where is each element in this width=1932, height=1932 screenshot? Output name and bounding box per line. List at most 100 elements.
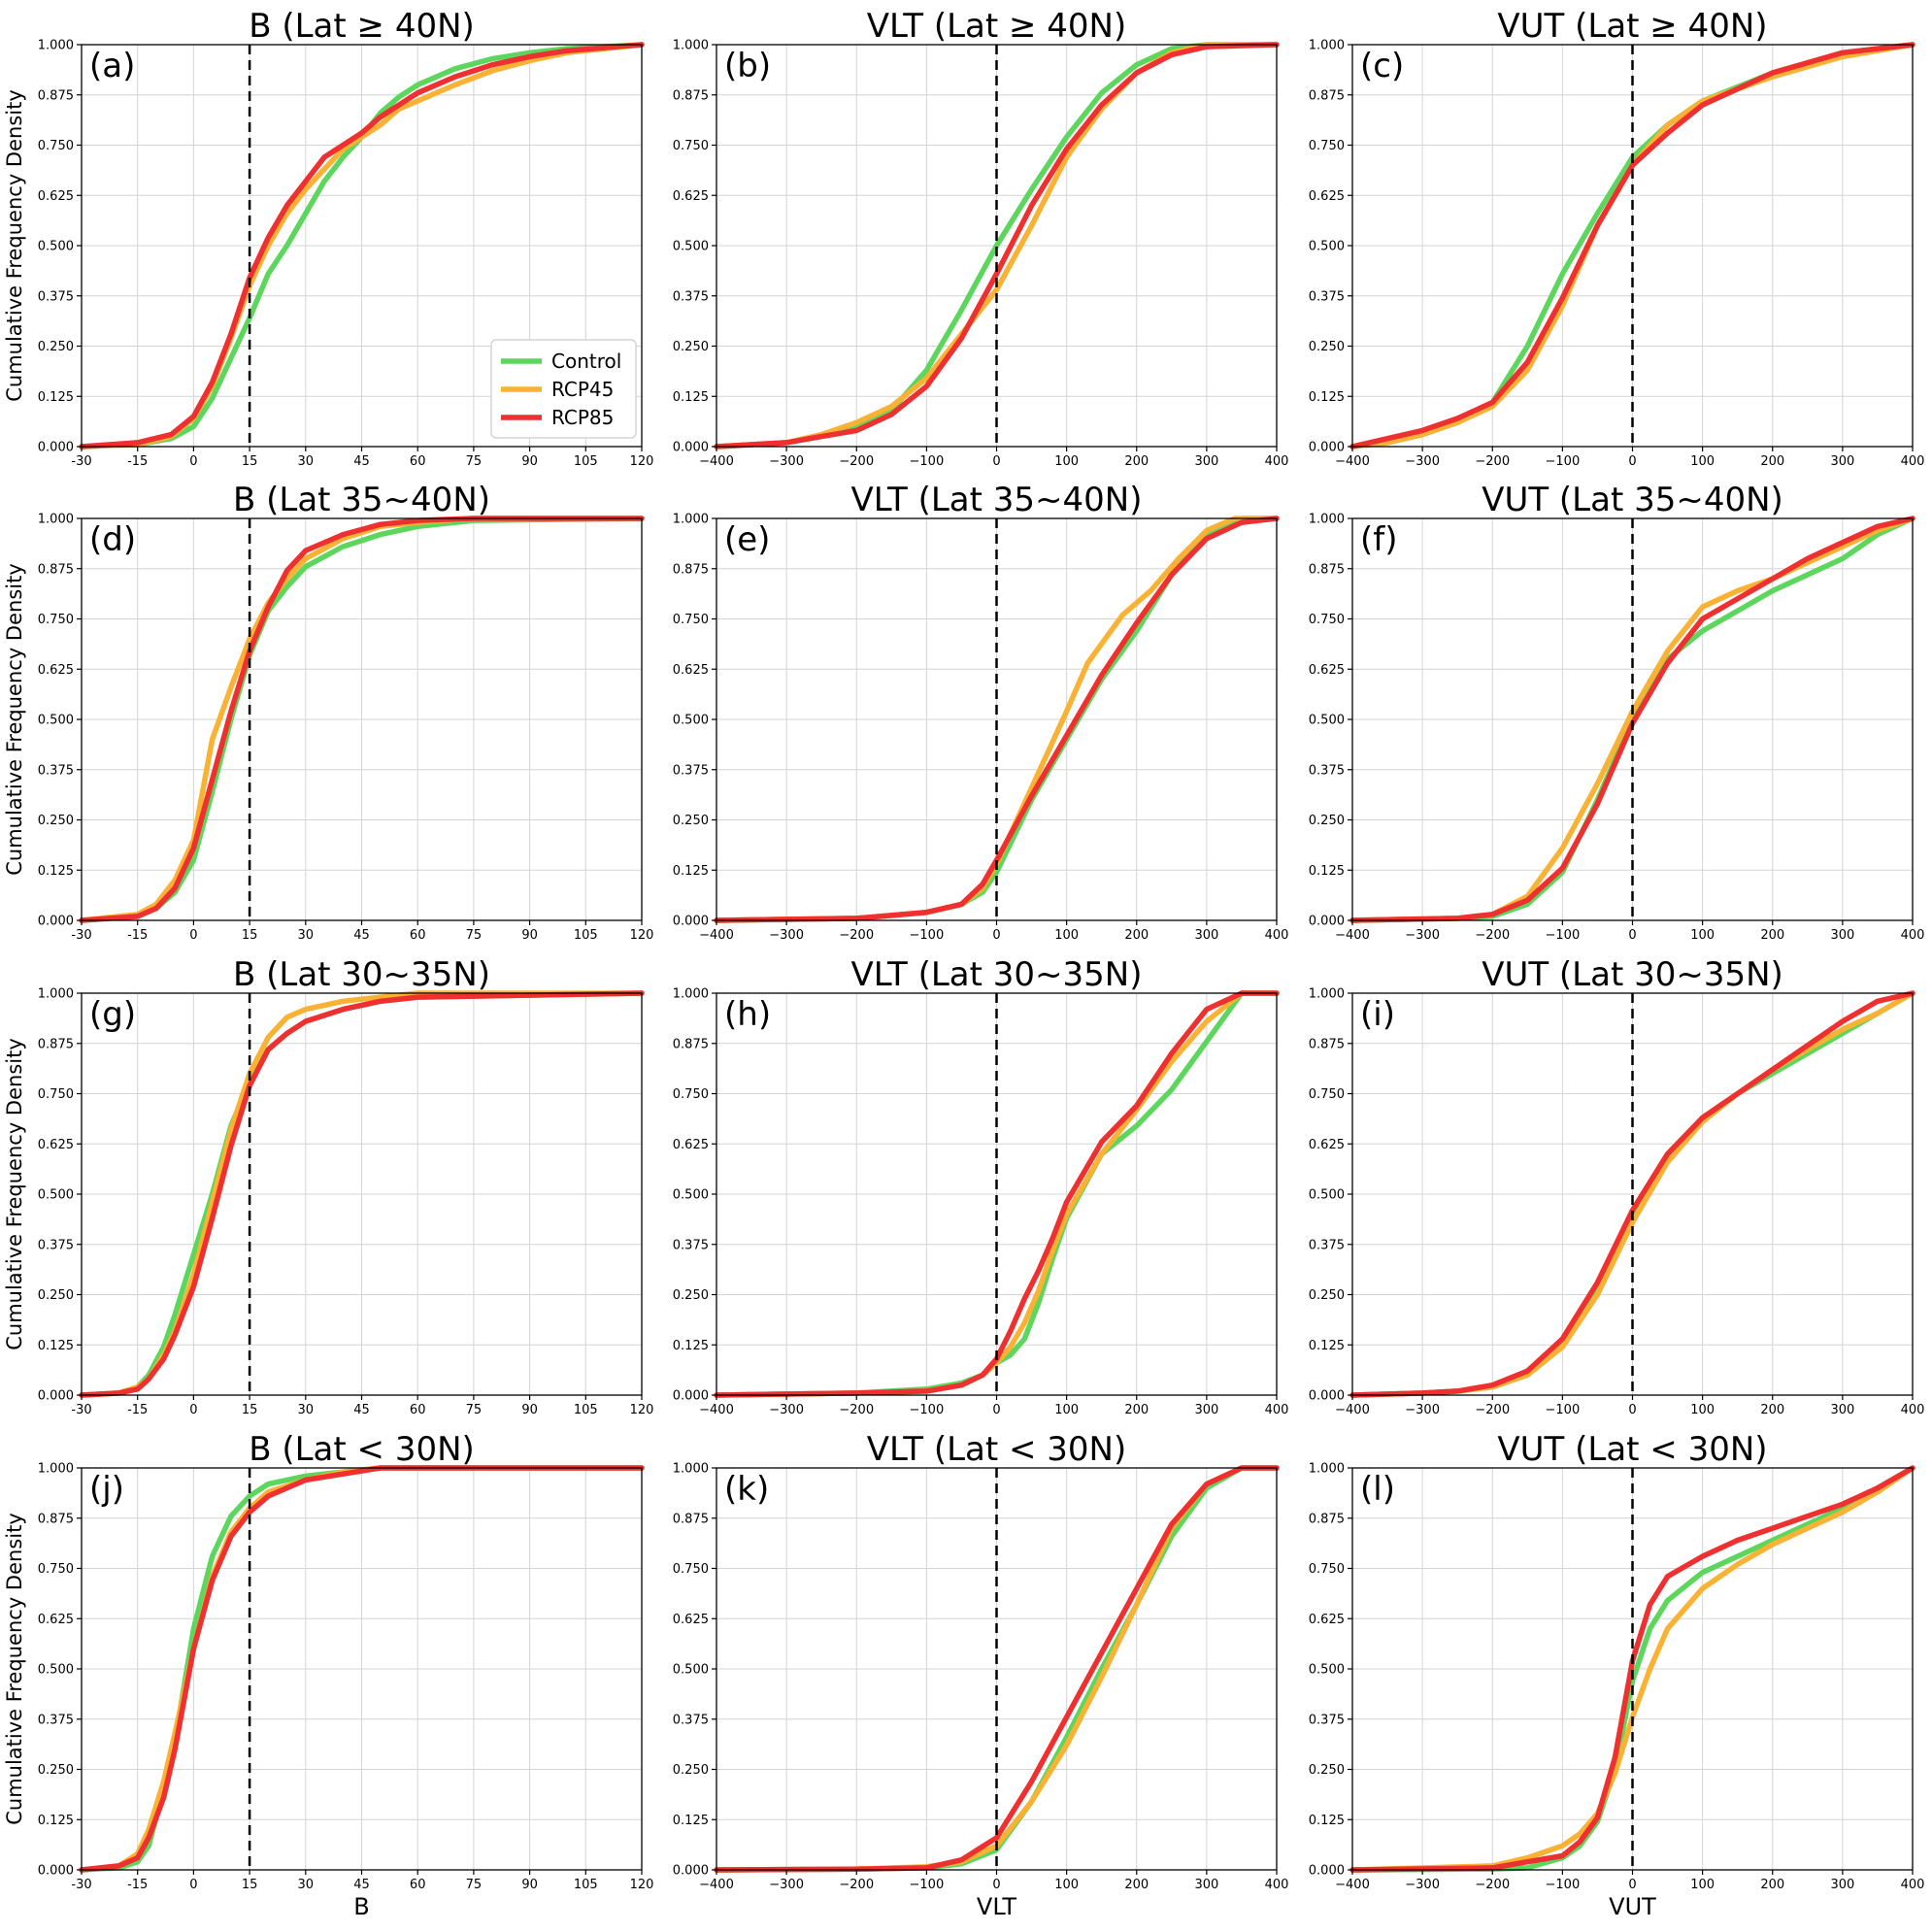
x-tick-label: 45 (353, 1878, 370, 1892)
y-tick-label: 0.375 (38, 289, 74, 304)
x-tick-label: 400 (1901, 928, 1925, 943)
y-tick-label: 0.375 (673, 1713, 709, 1727)
x-tick-label: −100 (1546, 1878, 1581, 1892)
panel-f: −400 −300 −200 −100 0 100 200 300 400 0.000 0.125 0… (1309, 481, 1925, 943)
x-tick-label: 75 (466, 454, 483, 469)
x-tick-label: 30 (298, 928, 315, 943)
y-tick-label: 0.000 (1309, 441, 1345, 455)
y-tick-label: 0.750 (1309, 139, 1345, 153)
panel-title: B (Lat < 30N) (249, 1430, 475, 1469)
x-tick-label: 300 (1830, 454, 1854, 469)
y-tick-label: 0.250 (1309, 340, 1345, 354)
y-tick-label: 0.125 (38, 1814, 74, 1828)
y-tick-label: 0.875 (673, 1512, 709, 1526)
x-tick-label: 400 (1265, 928, 1289, 943)
panel-g: -30 -15 0 15 30 45 60 75 90 105 120 0.000 0.125 0.250… (3, 955, 653, 1417)
y-axis-label: Cumulative Frequency Density (3, 563, 26, 876)
y-tick-label: 0.000 (673, 1864, 709, 1879)
y-tick-label: 0.250 (38, 1288, 74, 1303)
x-tick-label: −200 (839, 454, 874, 469)
y-tick-label: 0.750 (673, 139, 709, 153)
y-tick-label: 0.000 (38, 1389, 74, 1404)
x-tick-label: −300 (769, 454, 804, 469)
x-tick-label: -15 (127, 454, 148, 469)
x-tick-label: 105 (574, 1878, 598, 1892)
panel-title: VUT (Lat 35~40N) (1482, 481, 1783, 519)
y-tick-label: 0.000 (673, 915, 709, 929)
y-tick-label: 0.750 (673, 1087, 709, 1102)
x-tick-label: 105 (574, 454, 598, 469)
y-tick-label: 0.375 (1309, 1238, 1345, 1252)
y-tick-label: 1.000 (673, 987, 709, 1002)
y-tick-label: 0.375 (38, 1238, 74, 1252)
y-tick-label: 0.500 (673, 714, 709, 728)
x-tick-label: -30 (71, 1403, 91, 1417)
panel-label: (e) (724, 520, 770, 559)
y-tick-label: 0.500 (38, 1663, 74, 1678)
panel-title: VLT (Lat < 30N) (867, 1430, 1127, 1469)
x-tick-label: 200 (1760, 454, 1784, 469)
y-tick-label: 1.000 (673, 1462, 709, 1477)
x-tick-label: 200 (1124, 928, 1149, 943)
y-tick-label: 0.250 (1309, 1288, 1345, 1303)
y-tick-label: 0.500 (1309, 1663, 1345, 1678)
panel-label: (f) (1360, 520, 1398, 559)
y-tick-label: 0.500 (38, 240, 74, 254)
y-tick-label: 0.125 (38, 390, 74, 405)
panel-title: VLT (Lat 30~35N) (851, 955, 1143, 994)
y-tick-label: 1.000 (673, 513, 709, 527)
y-tick-label: 0.625 (1309, 663, 1345, 678)
y-tick-label: 0.625 (38, 1613, 74, 1627)
y-tick-label: 1.000 (1309, 987, 1345, 1002)
x-tick-label: 100 (1054, 1878, 1079, 1892)
y-tick-label: 0.750 (673, 1562, 709, 1577)
x-tick-label: −200 (839, 928, 874, 943)
y-tick-label: 0.375 (1309, 289, 1345, 304)
x-tick-label: 15 (242, 454, 258, 469)
x-tick-label: −100 (910, 1403, 945, 1417)
y-tick-label: 0.625 (1309, 189, 1345, 204)
x-tick-label: −100 (910, 928, 945, 943)
panel-title: VUT (Lat ≥ 40N) (1497, 7, 1767, 46)
x-tick-label: 90 (521, 1403, 538, 1417)
x-tick-label: 200 (1124, 1878, 1149, 1892)
x-tick-label: −100 (1546, 928, 1581, 943)
x-tick-label: 400 (1265, 1403, 1289, 1417)
y-tick-label: 0.625 (673, 663, 709, 678)
legend-label-rcp85: RCP85 (551, 406, 614, 429)
panel-title: B (Lat ≥ 40N) (249, 7, 475, 46)
x-tick-label: 0 (189, 1403, 197, 1417)
y-tick-label: 0.750 (38, 1087, 74, 1102)
x-tick-label: 400 (1265, 454, 1289, 469)
x-tick-label: −200 (1475, 1403, 1510, 1417)
x-tick-label: 120 (630, 454, 654, 469)
y-tick-label: 0.375 (38, 763, 74, 778)
y-tick-label: 0.375 (673, 763, 709, 778)
y-tick-label: 0.250 (673, 340, 709, 354)
panel-k: −400 −300 −200 −100 0 100 200 300 400 0.000 0.125 0… (673, 1430, 1289, 1920)
x-tick-label: −300 (1405, 454, 1440, 469)
series-line-rcp45 (1349, 1465, 1915, 1873)
y-tick-label: 0.125 (673, 390, 709, 405)
y-tick-label: 0.125 (1309, 390, 1345, 405)
x-tick-label: 100 (1054, 1403, 1079, 1417)
x-tick-label: 300 (1830, 928, 1854, 943)
series-line-control (1349, 1465, 1915, 1873)
y-tick-label: 0.750 (1309, 613, 1345, 627)
y-tick-label: 1.000 (38, 513, 74, 527)
series-line-rcp85 (1349, 990, 1915, 1398)
x-tick-label: 0 (189, 928, 197, 943)
x-tick-label: 0 (1628, 454, 1636, 469)
x-tick-label: 90 (521, 928, 538, 943)
x-tick-label: −200 (1475, 1878, 1510, 1892)
y-tick-label: 0.125 (1309, 1339, 1345, 1353)
legend-label-rcp45: RCP45 (551, 378, 614, 401)
x-tick-label: 0 (992, 928, 1000, 943)
y-tick-label: 0.625 (673, 1613, 709, 1627)
x-tick-label: -15 (127, 1403, 148, 1417)
y-tick-label: 0.500 (673, 240, 709, 254)
x-tick-label: −300 (1405, 928, 1440, 943)
x-tick-label: 15 (242, 928, 258, 943)
panel-title: VLT (Lat ≥ 40N) (867, 7, 1127, 46)
y-tick-label: 1.000 (38, 1462, 74, 1477)
